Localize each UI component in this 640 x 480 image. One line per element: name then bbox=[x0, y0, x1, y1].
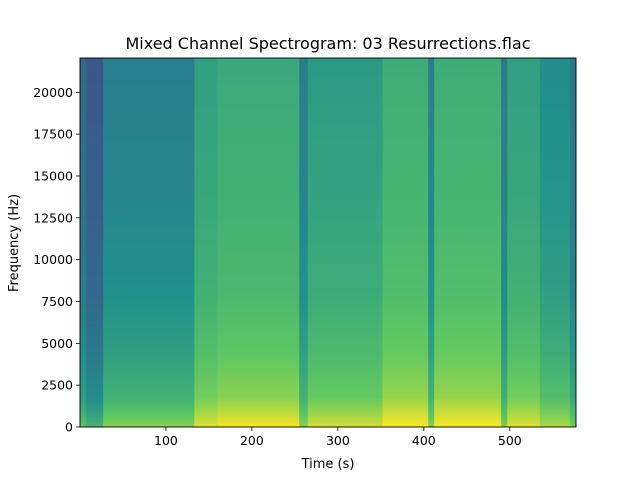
x-axis-label: Time (s) bbox=[301, 457, 355, 472]
spectrogram-segment bbox=[569, 58, 577, 427]
y-tick-label: 2500 bbox=[41, 378, 73, 393]
axes-frame bbox=[79, 57, 577, 428]
spectrogram-segment bbox=[217, 58, 300, 427]
spectrogram-segment bbox=[307, 58, 383, 427]
spectrogram-segment bbox=[86, 58, 104, 427]
spectrogram-segment bbox=[382, 58, 429, 427]
chart-title: Mixed Channel Spectrogram: 03 Resurrecti… bbox=[125, 34, 530, 53]
spectrogram-segment bbox=[103, 58, 195, 427]
y-tick-label: 5000 bbox=[41, 336, 73, 351]
x-tick-label: 300 bbox=[326, 433, 350, 448]
y-tick-label: 7500 bbox=[41, 294, 73, 309]
x-axis: 100 200 300 400 500 bbox=[154, 427, 522, 448]
plot-area bbox=[79, 57, 577, 428]
x-tick-label: 400 bbox=[412, 433, 436, 448]
spectrogram-segment bbox=[194, 58, 218, 427]
y-axis: 0 2500 5000 7500 10000 12500 15000 17500 20000 bbox=[33, 85, 80, 435]
y-tick-label: 12500 bbox=[33, 210, 73, 225]
spectrogram-segment bbox=[507, 58, 541, 427]
y-tick-label: 15000 bbox=[33, 168, 73, 183]
y-axis-label: Frequency (Hz) bbox=[7, 194, 22, 292]
y-tick-label: 17500 bbox=[33, 127, 73, 142]
x-tick-label: 100 bbox=[154, 433, 178, 448]
spectrogram-segment bbox=[299, 58, 309, 427]
y-tick-label: 20000 bbox=[33, 85, 73, 100]
x-tick-label: 200 bbox=[240, 433, 264, 448]
spectrogram-segment bbox=[428, 58, 435, 427]
x-tick-label: 500 bbox=[498, 433, 522, 448]
y-tick-label: 10000 bbox=[33, 252, 73, 267]
spectrogram-segment bbox=[80, 58, 87, 427]
spectrogram-segment bbox=[434, 58, 502, 427]
y-tick-label: 0 bbox=[65, 420, 73, 435]
spectrogram-segment bbox=[501, 58, 508, 427]
spectrogram-segment bbox=[539, 58, 571, 427]
